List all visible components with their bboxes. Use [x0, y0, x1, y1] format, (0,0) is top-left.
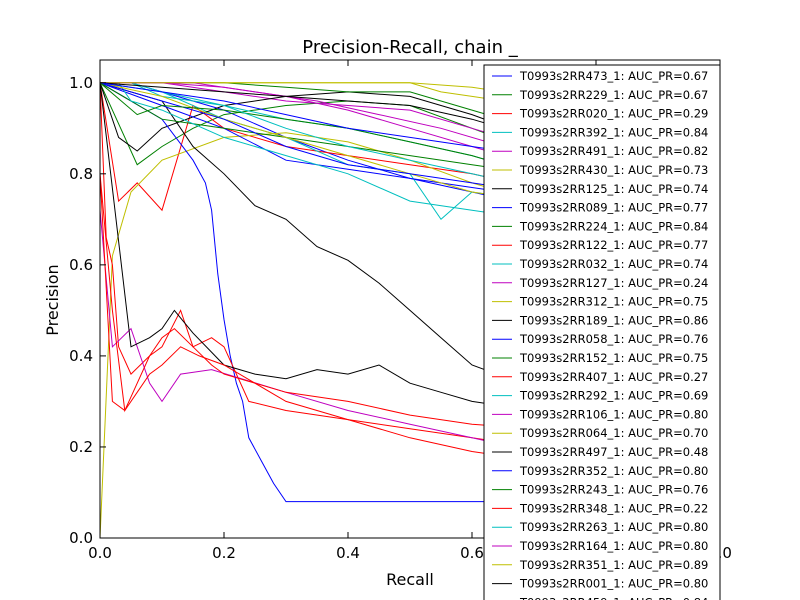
y-axis-label: Precision	[43, 264, 62, 335]
legend-entry: T0993s2RR189_1: AUC_PR=0.86	[519, 313, 708, 327]
legend-entry: T0993s2RR497_1: AUC_PR=0.48	[519, 445, 708, 459]
x-tick-label: 0.4	[336, 544, 360, 562]
y-tick-label: 0.4	[69, 347, 93, 365]
legend-entry: T0993s2RR001_1: AUC_PR=0.80	[519, 577, 708, 591]
legend-entry: T0993s2RR122_1: AUC_PR=0.77	[519, 238, 708, 252]
legend-entry: T0993s2RR491_1: AUC_PR=0.82	[519, 144, 708, 158]
legend-box	[483, 64, 721, 600]
legend-entry: T0993s2RR392_1: AUC_PR=0.84	[519, 125, 708, 139]
legend-entry: T0993s2RR352_1: AUC_PR=0.80	[519, 464, 708, 478]
legend-entry: T0993s2RR106_1: AUC_PR=0.80	[519, 407, 708, 421]
chart-title: Precision-Recall, chain _	[302, 37, 518, 58]
legend-entry: T0993s2RR032_1: AUC_PR=0.74	[519, 257, 708, 271]
legend-entry: T0993s2RR351_1: AUC_PR=0.89	[519, 558, 708, 572]
legend-entry: T0993s2RR164_1: AUC_PR=0.80	[519, 539, 708, 553]
x-axis-label: Recall	[386, 570, 434, 589]
legend-entry: T0993s2RR292_1: AUC_PR=0.69	[519, 389, 708, 403]
legend-entry: T0993s2RR430_1: AUC_PR=0.73	[519, 163, 708, 177]
legend-entry: T0993s2RR407_1: AUC_PR=0.27	[519, 370, 708, 384]
legend-entry: T0993s2RR243_1: AUC_PR=0.76	[519, 483, 708, 497]
legend-entry: T0993s2RR020_1: AUC_PR=0.29	[519, 107, 708, 121]
legend-entry: T0993s2RR459_1: AUC_PR=0.84	[519, 595, 708, 600]
x-tick-label: 0.0	[88, 544, 112, 562]
legend-entry: T0993s2RR473_1: AUC_PR=0.67	[519, 69, 708, 83]
x-tick-label: 0.6	[460, 544, 484, 562]
legend-entry: T0993s2RR229_1: AUC_PR=0.67	[519, 88, 708, 102]
y-tick-label: 0.0	[69, 529, 93, 547]
legend-entry: T0993s2RR058_1: AUC_PR=0.76	[519, 332, 708, 346]
legend-entry: T0993s2RR348_1: AUC_PR=0.22	[519, 501, 708, 515]
legend-entry: T0993s2RR224_1: AUC_PR=0.84	[519, 219, 708, 233]
legend-entry: T0993s2RR064_1: AUC_PR=0.70	[519, 426, 708, 440]
y-tick-label: 0.2	[69, 438, 93, 456]
y-tick-label: 0.8	[69, 165, 93, 183]
y-tick-label: 0.6	[69, 256, 93, 274]
y-tick-label: 1.0	[69, 74, 93, 92]
legend-entry: T0993s2RR152_1: AUC_PR=0.75	[519, 351, 708, 365]
legend-entry: T0993s2RR263_1: AUC_PR=0.80	[519, 520, 708, 534]
legend-entry: T0993s2RR089_1: AUC_PR=0.77	[519, 201, 708, 215]
legend-entry: T0993s2RR125_1: AUC_PR=0.74	[519, 182, 708, 196]
legend-entry: T0993s2RR312_1: AUC_PR=0.75	[519, 295, 708, 309]
x-tick-label: 0.2	[212, 544, 236, 562]
legend-entry: T0993s2RR127_1: AUC_PR=0.24	[519, 276, 708, 290]
legend: T0993s2RR473_1: AUC_PR=0.67 T0993s2RR229_…	[483, 64, 721, 600]
